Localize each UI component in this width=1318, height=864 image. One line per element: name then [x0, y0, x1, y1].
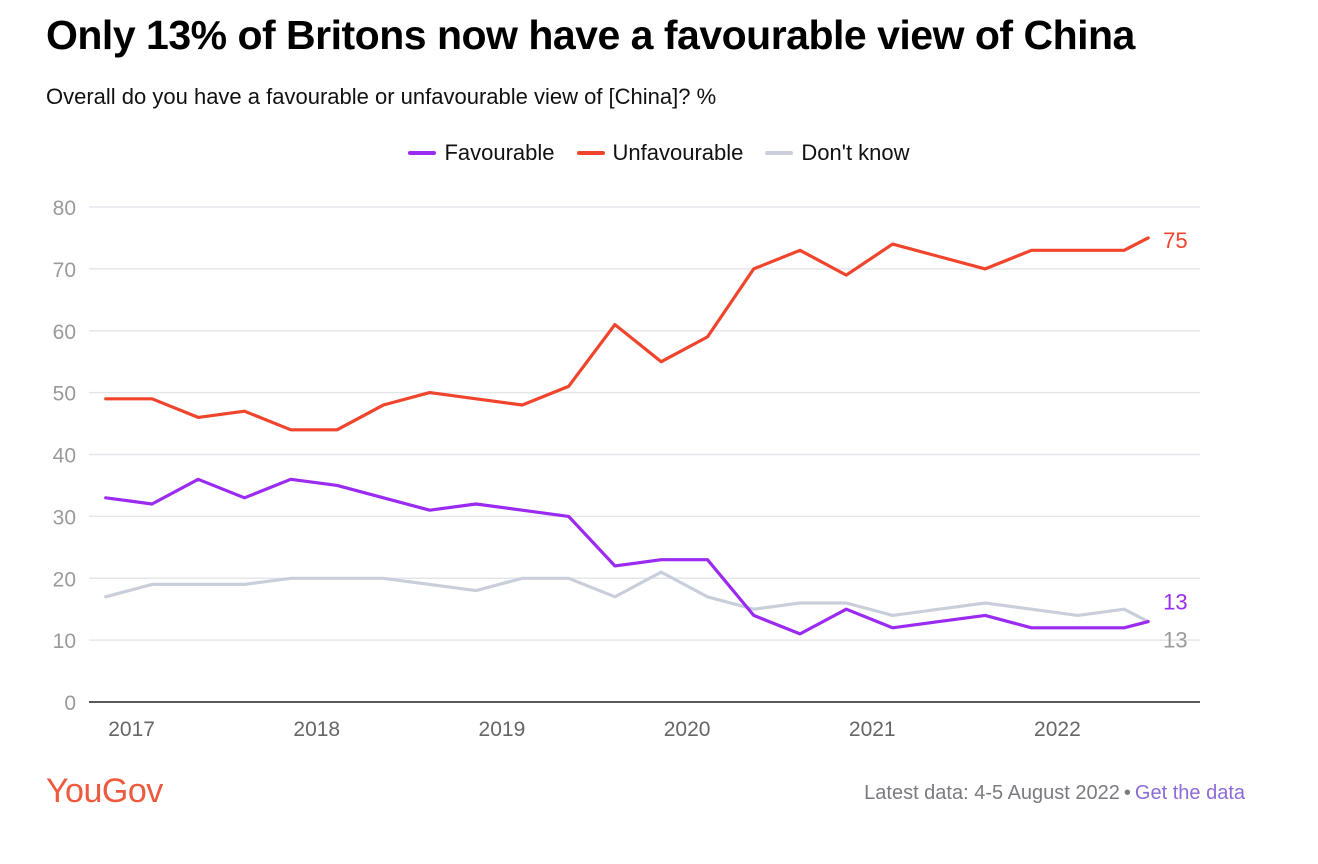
- y-tick-label-50: 50: [53, 383, 76, 406]
- footer-separator: •: [1123, 782, 1131, 804]
- series-line-favourable: [104, 477, 1150, 636]
- legend-item-dont-know: Don't know: [765, 140, 910, 166]
- end-label-favourable: 13: [1163, 590, 1187, 615]
- y-tick-label-60: 60: [53, 321, 76, 344]
- legend: Favourable Unfavourable Don't know: [0, 140, 1318, 166]
- latest-data-text: Latest data: 4-5 August 2022: [864, 782, 1120, 804]
- y-tick-label-20: 20: [53, 568, 76, 591]
- chart-subtitle: Overall do you have a favourable or unfa…: [46, 84, 717, 109]
- x-tick-label-2018: 2018: [293, 718, 340, 741]
- y-tick-label-10: 10: [53, 630, 76, 653]
- legend-item-favourable: Favourable: [408, 140, 555, 166]
- y-tick-label-40: 40: [53, 445, 76, 468]
- legend-swatch-dont-know: [765, 151, 794, 155]
- yougov-logo: YouGov: [46, 772, 163, 810]
- legend-label-unfavourable: Unfavourable: [612, 140, 744, 165]
- legend-item-unfavourable: Unfavourable: [576, 140, 744, 166]
- end-label-don-t-know: 13: [1163, 628, 1187, 653]
- series-line-unfavourable: [104, 236, 1150, 432]
- y-tick-label-70: 70: [53, 259, 76, 282]
- series-line-don-t-know: [104, 570, 1150, 624]
- x-tick-label-2020: 2020: [664, 718, 711, 741]
- get-the-data-link[interactable]: Get the data: [1134, 782, 1245, 804]
- legend-swatch-favourable: [408, 151, 437, 155]
- footer: Latest data: 4-5 August 2022 • Get the dat…: [864, 782, 1245, 805]
- legend-swatch-unfavourable: [576, 151, 605, 155]
- end-label-unfavourable: 75: [1163, 228, 1187, 253]
- x-tick-label-2022: 2022: [1034, 718, 1081, 741]
- y-tick-label-80: 80: [53, 197, 76, 220]
- legend-label-dont-know: Don't know: [801, 140, 910, 165]
- x-tick-label-2021: 2021: [849, 718, 896, 741]
- x-tick-label-2019: 2019: [479, 718, 526, 741]
- y-tick-label-0: 0: [64, 692, 76, 715]
- chart-title: Only 13% of Britons now have a favourabl…: [46, 12, 1135, 58]
- y-tick-label-30: 30: [53, 506, 76, 529]
- x-tick-label-2017: 2017: [108, 718, 155, 741]
- legend-label-favourable: Favourable: [444, 140, 555, 165]
